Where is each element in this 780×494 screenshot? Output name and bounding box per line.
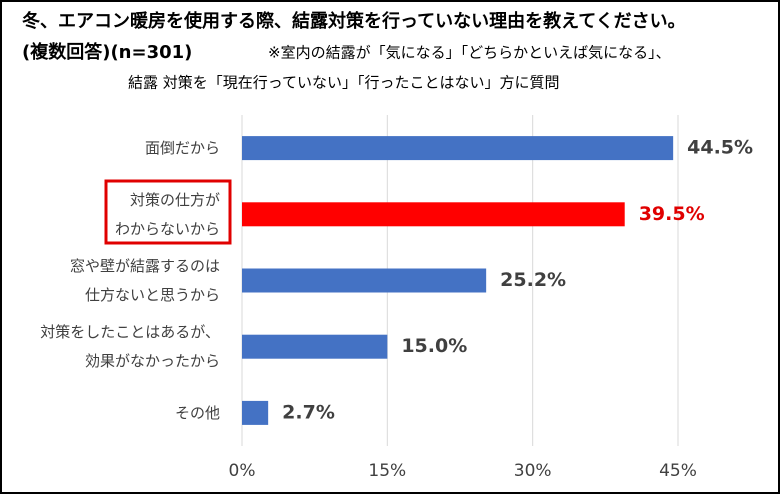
note: ※室内の結露が「気になる」「どちらかといえば気になる」、 [268,44,671,62]
y-tick-label-line: その他 [175,403,220,421]
bar [242,400,269,425]
note: 結露 対策を「現在行っていない」「行ったことはない」方に質問 [128,74,560,92]
bar [242,334,388,359]
x-tick-label: 15% [368,461,406,481]
chart-subtitle: (複数回答)(n=301) [22,41,192,63]
y-tick-label: 対策の仕方がわからないから [115,190,220,237]
bar [242,202,625,227]
y-tick-label: 窓や壁が結露するのは仕方ないと思うから [70,257,220,304]
y-tick-label: その他 [175,403,220,421]
data-label: 44.5% [687,137,753,159]
y-tick-label: 面倒だから [145,139,220,157]
y-tick-label-line: わからないから [115,219,220,237]
chart-title: 冬、エアコン暖房を使用する際、結露対策を行っていない理由を教えてください。 [22,10,686,32]
bar [242,268,487,293]
data-label: 39.5% [639,203,705,225]
y-tick-label-line: 対策の仕方が [130,190,220,208]
y-tick-label-line: 仕方ないと思うから [85,286,220,304]
y-tick-label-line: 対策をしたことはあるが、 [40,323,220,341]
data-label: 25.2% [500,269,566,291]
x-tick-label: 30% [514,461,552,481]
bar [242,136,674,161]
y-tick-label-line: 面倒だから [145,139,220,157]
x-tick-label: 0% [229,461,256,481]
x-tick-label: 45% [659,461,697,481]
y-tick-label-line: 窓や壁が結露するのは [70,257,220,275]
y-tick-label-line: 効果がなかったから [85,352,220,370]
data-label: 15.0% [401,335,467,357]
y-tick-label: 対策をしたことはあるが、効果がなかったから [40,323,220,370]
data-label: 2.7% [282,401,335,423]
highlight-box [104,179,232,245]
